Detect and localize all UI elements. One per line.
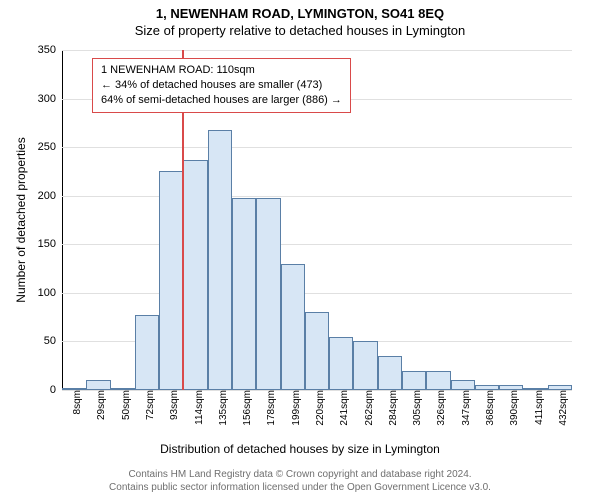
x-tick-label: 135sqm [214, 390, 229, 426]
grid-line [62, 147, 572, 148]
x-axis-label: Distribution of detached houses by size … [0, 442, 600, 456]
grid-line [62, 244, 572, 245]
x-tick-label: 50sqm [117, 390, 132, 420]
chart-subtitle: Size of property relative to detached ho… [0, 21, 600, 38]
x-tick-label: 29sqm [92, 390, 107, 420]
x-tick-label: 262sqm [360, 390, 375, 426]
histogram-bar [281, 264, 305, 390]
axis-left [62, 50, 63, 390]
x-tick-label: 284sqm [384, 390, 399, 426]
x-tick-label: 390sqm [505, 390, 520, 426]
x-tick-label: 199sqm [287, 390, 302, 426]
x-tick-label: 411sqm [530, 390, 545, 425]
histogram-bar [232, 198, 256, 390]
x-tick-label: 93sqm [165, 390, 180, 420]
x-tick-label: 114sqm [190, 390, 205, 425]
y-tick-label: 300 [38, 93, 62, 105]
y-tick-label: 0 [50, 384, 62, 396]
x-tick-label: 368sqm [481, 390, 496, 426]
histogram-bar [305, 312, 329, 390]
x-tick-label: 178sqm [262, 390, 277, 426]
histogram-bar [426, 371, 450, 390]
footer-line: Contains HM Land Registry data © Crown c… [0, 468, 600, 481]
histogram-bar [402, 371, 426, 390]
x-tick-label: 305sqm [408, 390, 423, 426]
histogram-bar [378, 356, 402, 390]
x-tick-label: 432sqm [554, 390, 569, 426]
x-tick-label: 220sqm [311, 390, 326, 426]
grid-line [62, 50, 572, 51]
annotation-line: ← 34% of detached houses are smaller (47… [101, 78, 342, 93]
histogram-bar [329, 337, 353, 390]
x-tick-label: 156sqm [238, 390, 253, 426]
x-tick-label: 72sqm [141, 390, 156, 420]
annotation-box: 1 NEWENHAM ROAD: 110sqm ← 34% of detache… [92, 58, 351, 113]
grid-line [62, 293, 572, 294]
x-tick-label: 347sqm [457, 390, 472, 426]
chart-title: 1, NEWENHAM ROAD, LYMINGTON, SO41 8EQ [0, 0, 600, 21]
histogram-bar [208, 130, 232, 390]
y-axis-label: Number of detached properties [14, 137, 28, 302]
histogram-bar [159, 171, 183, 390]
footer-line: Contains public sector information licen… [0, 481, 600, 494]
histogram-bar [135, 315, 159, 390]
grid-line [62, 196, 572, 197]
footer: Contains HM Land Registry data © Crown c… [0, 468, 600, 494]
y-tick-label: 150 [38, 238, 62, 250]
histogram-bar [451, 380, 475, 390]
chart-container: 1, NEWENHAM ROAD, LYMINGTON, SO41 8EQ Si… [0, 0, 600, 500]
histogram-bar [183, 160, 207, 390]
y-tick-label: 50 [44, 335, 62, 347]
histogram-bar [353, 341, 377, 390]
annotation-line: 1 NEWENHAM ROAD: 110sqm [101, 63, 342, 78]
histogram-bar [86, 380, 110, 390]
y-tick-label: 100 [38, 287, 62, 299]
y-tick-label: 250 [38, 141, 62, 153]
y-tick-label: 350 [38, 44, 62, 56]
histogram-bar [256, 198, 280, 390]
annotation-line: 64% of semi-detached houses are larger (… [101, 93, 342, 108]
y-tick-label: 200 [38, 190, 62, 202]
x-tick-label: 241sqm [335, 390, 350, 426]
x-tick-label: 8sqm [68, 390, 83, 414]
x-tick-label: 326sqm [432, 390, 447, 426]
